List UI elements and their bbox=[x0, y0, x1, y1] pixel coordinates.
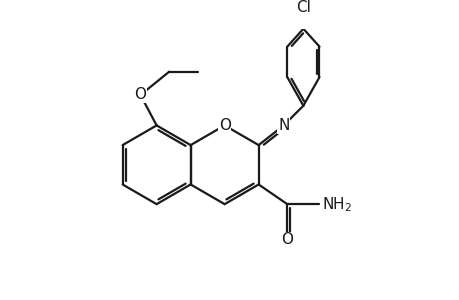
Text: O: O bbox=[134, 88, 146, 103]
Text: O: O bbox=[280, 232, 293, 247]
Text: NH$_2$: NH$_2$ bbox=[322, 195, 352, 214]
Text: O: O bbox=[218, 118, 230, 133]
Text: Cl: Cl bbox=[295, 0, 310, 15]
Text: N: N bbox=[277, 118, 289, 133]
